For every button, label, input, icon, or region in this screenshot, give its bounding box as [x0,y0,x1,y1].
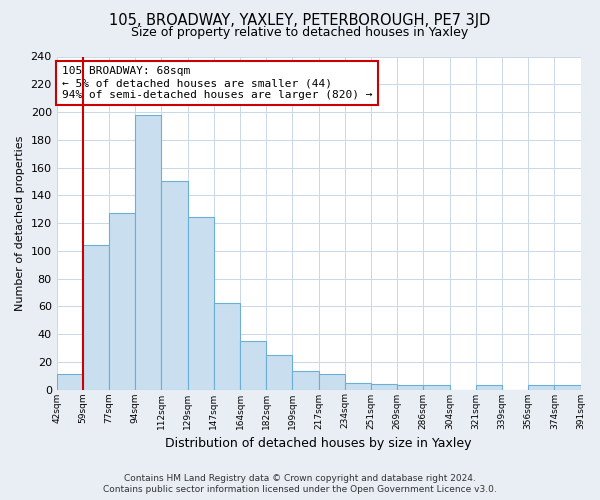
Text: 105, BROADWAY, YAXLEY, PETERBOROUGH, PE7 3JD: 105, BROADWAY, YAXLEY, PETERBOROUGH, PE7… [109,12,491,28]
Y-axis label: Number of detached properties: Number of detached properties [15,136,25,310]
Bar [188,218,214,390]
Bar [292,372,319,390]
Bar [109,214,135,390]
Text: 105 BROADWAY: 68sqm
← 5% of detached houses are smaller (44)
94% of semi-detache: 105 BROADWAY: 68sqm ← 5% of detached hou… [62,66,373,100]
Bar [554,386,581,390]
Bar [135,115,161,390]
Bar [345,382,371,390]
X-axis label: Distribution of detached houses by size in Yaxley: Distribution of detached houses by size … [166,437,472,450]
Text: Contains HM Land Registry data © Crown copyright and database right 2024.
Contai: Contains HM Land Registry data © Crown c… [103,474,497,494]
Bar [319,374,345,390]
Bar [528,386,554,390]
Bar [424,386,449,390]
Bar [371,384,397,390]
Bar [476,386,502,390]
Bar [240,341,266,390]
Bar [266,355,292,390]
Bar [161,182,188,390]
Bar [56,374,83,390]
Bar [214,304,240,390]
Bar [397,386,424,390]
Bar [83,245,109,390]
Text: Size of property relative to detached houses in Yaxley: Size of property relative to detached ho… [131,26,469,39]
